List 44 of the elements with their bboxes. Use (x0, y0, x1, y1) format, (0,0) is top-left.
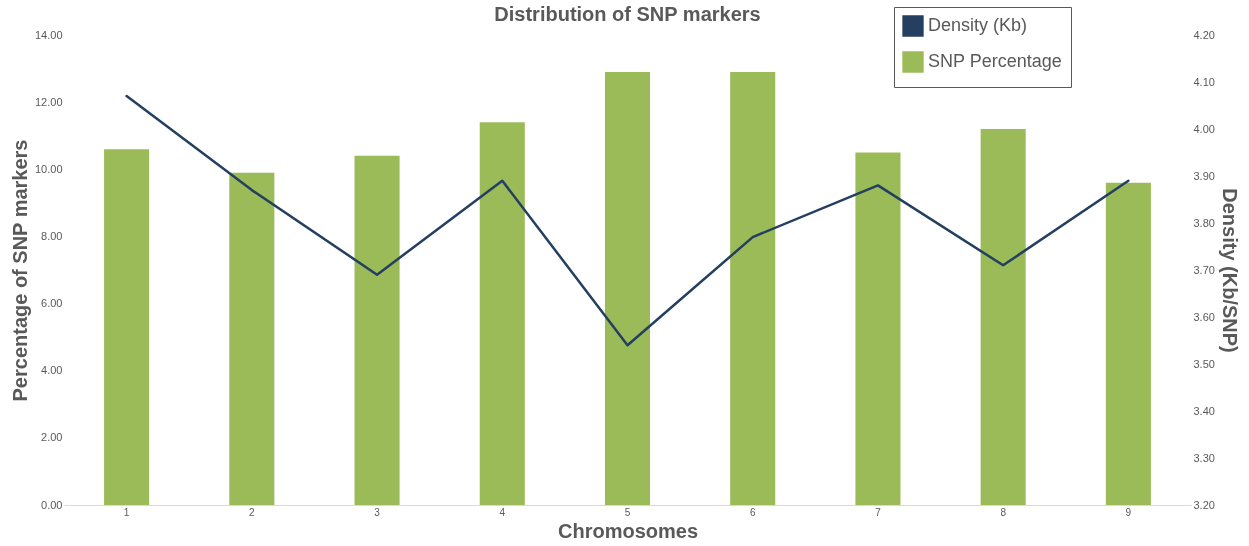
y2-tick-label: 4.20 (1193, 28, 1215, 41)
bar (855, 152, 901, 505)
y-tick-label: 10.00 (34, 162, 63, 175)
y2-tick-label: 3.20 (1193, 498, 1215, 511)
x-tick-label: 4 (499, 506, 506, 518)
y-tick-label: 4.00 (41, 364, 63, 377)
legend-label: Density (Kb) (928, 15, 1028, 35)
y-tick-label: 2.00 (41, 431, 63, 444)
bar (104, 149, 150, 505)
y-axis-title: Percentage of SNP markers (8, 139, 31, 402)
y2-tick-label: 3.50 (1193, 357, 1215, 370)
x-tick-label: 9 (1125, 506, 1132, 518)
y-tick-label: 0.00 (41, 498, 63, 511)
x-axis-title: Chromosomes (557, 519, 699, 542)
x-tick-label: 6 (749, 506, 756, 518)
chart-title: Distribution of SNP markers (494, 3, 761, 25)
legend-label: SNP Percentage (928, 51, 1062, 71)
bar (604, 71, 651, 505)
y2-tick-label: 3.30 (1193, 451, 1215, 464)
x-tick-label: 3 (374, 506, 381, 518)
y2-tick-label: 3.70 (1193, 263, 1215, 276)
x-tick-label: 2 (249, 506, 256, 518)
bar (1105, 182, 1151, 505)
y2-tick-label: 4.10 (1193, 75, 1215, 88)
y2-axis-title: Density (Kb/SNP) (1218, 188, 1241, 353)
y2-tick-label: 3.80 (1193, 216, 1215, 229)
y-tick-label: 6.00 (41, 297, 63, 310)
y-tick-label: 12.00 (34, 95, 63, 108)
bar (980, 129, 1026, 505)
y2-tick-label: 3.40 (1193, 404, 1215, 417)
bar (730, 71, 776, 505)
y-tick-label: 14.00 (34, 28, 63, 41)
y2-tick-label: 3.90 (1193, 169, 1215, 182)
y2-tick-label: 3.60 (1193, 310, 1215, 323)
x-tick-label: 1 (123, 506, 130, 518)
x-tick-label: 8 (1000, 506, 1007, 518)
y2-tick-label: 4.00 (1193, 122, 1215, 135)
bar (479, 122, 525, 505)
line-series (125, 94, 1130, 347)
y-tick-label: 8.00 (41, 229, 63, 242)
bar (354, 155, 400, 505)
bar (229, 172, 275, 505)
x-tick-label: 7 (875, 506, 882, 518)
x-tick-label: 5 (624, 506, 631, 518)
